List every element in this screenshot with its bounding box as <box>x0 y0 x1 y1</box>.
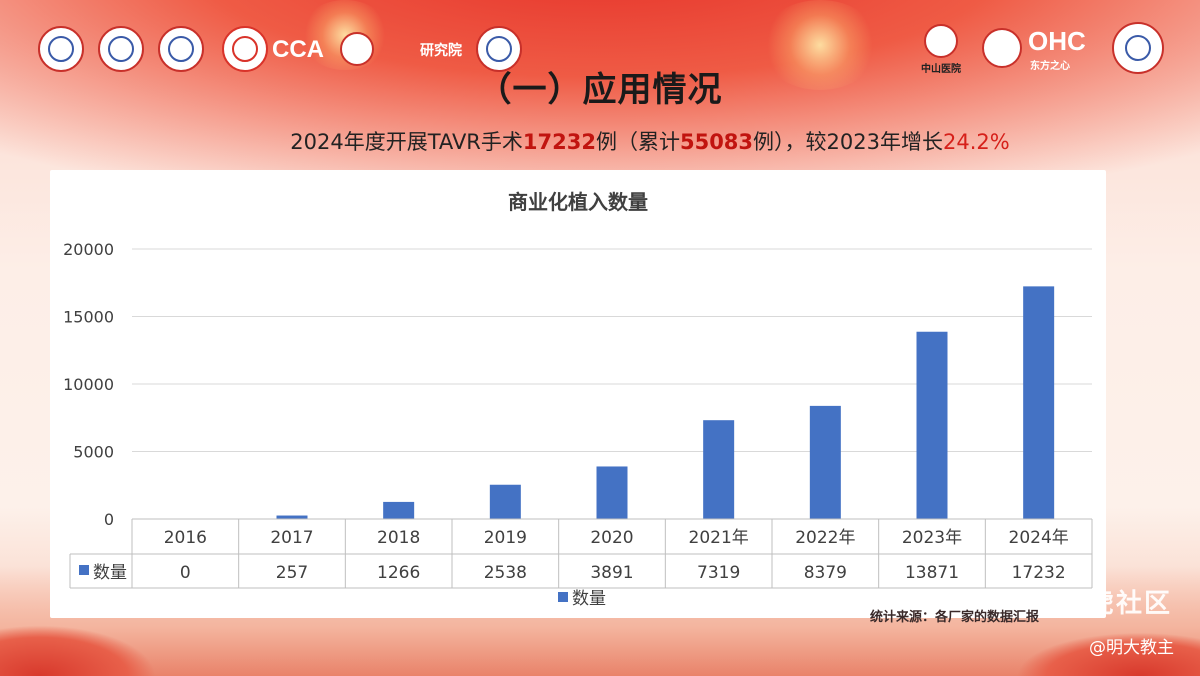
y-tick-label: 0 <box>104 510 114 529</box>
bar <box>383 501 415 519</box>
summary-count: 17232 <box>522 130 596 154</box>
watermark: 老虎社区 <box>1059 589 1172 619</box>
data-table-value: 8379 <box>804 563 847 583</box>
bar <box>276 515 308 519</box>
bar <box>1023 286 1055 519</box>
summary-mid2: 例），较2023年增长 <box>753 130 943 154</box>
society-logo-3 <box>158 26 204 72</box>
x-category-label: 2018 <box>377 528 420 548</box>
legend: 数量 <box>558 589 606 609</box>
x-category-label: 2021年 <box>689 528 749 548</box>
legend-label: 数量 <box>572 589 606 609</box>
firework-decoration <box>760 0 880 90</box>
summary-growth: 24.2% <box>942 130 1010 154</box>
data-table: 2016 0 2017 257 2018 1266 2019 2538 2020 3891 2021… <box>69 518 1093 589</box>
data-table-value: 7319 <box>697 563 740 583</box>
x-category-label: 2017 <box>270 528 313 548</box>
y-tick-label: 10000 <box>63 375 114 394</box>
bar <box>489 484 521 519</box>
ohc-logo-subtext: 东方之心 <box>1030 61 1070 72</box>
summary-prefix: 2024年度开展TAVR手术 <box>290 130 523 154</box>
page-title: （一）应用情况 <box>477 70 723 110</box>
table-series-swatch <box>79 565 89 575</box>
credit: @明大教主 <box>1089 638 1174 658</box>
institute-logo-text: 研究院 <box>420 42 462 58</box>
x-category-label: 2020 <box>590 528 633 548</box>
y-tick-label: 20000 <box>63 240 114 259</box>
summary-cumulative: 55083 <box>679 130 754 154</box>
table-series-name: 数量 <box>93 563 127 583</box>
data-table-value: 3891 <box>590 563 633 583</box>
zhongshan-hospital-logo <box>924 24 958 58</box>
data-table-value: 17232 <box>1012 563 1066 583</box>
summary-mid1: 例（累计 <box>595 130 680 154</box>
data-table-value: 257 <box>276 563 308 583</box>
x-category-label: 2024年 <box>1009 528 1069 548</box>
cca-heart-logo <box>222 26 268 72</box>
y-tick-label: 15000 <box>63 308 114 327</box>
x-category-label: 2016 <box>164 528 207 548</box>
shd-logo <box>1112 22 1164 74</box>
x-category-label: 2023年 <box>902 528 962 548</box>
cca-logo-text: CCA <box>272 36 324 63</box>
y-tick-label: 5000 <box>73 443 114 462</box>
society-logo-1 <box>38 26 84 72</box>
bar <box>596 466 628 519</box>
x-category-label: 2022年 <box>795 528 855 548</box>
data-table-value: 1266 <box>377 563 420 583</box>
bar <box>703 420 735 519</box>
data-table-value: 2538 <box>484 563 527 583</box>
gridlines <box>132 248 1092 452</box>
ohc-heart-logo <box>982 28 1022 68</box>
y-axis-ticks: 0 5000 10000 15000 20000 <box>63 240 114 529</box>
summary-line: 2024年度开展TAVR手术17232例（累计55083例），较2023年增长2… <box>0 126 1200 156</box>
association-logo <box>476 26 522 72</box>
data-table-value: 0 <box>180 563 191 583</box>
x-category-label: 2019 <box>484 528 527 548</box>
bar <box>809 405 841 519</box>
ohc-logo-text: OHC <box>1028 26 1086 56</box>
zhongshan-logo-text: 中山医院 <box>921 64 961 75</box>
cccp-logo <box>98 26 144 72</box>
legend-swatch <box>558 592 568 602</box>
chart-title: 商业化植入数量 <box>508 190 648 214</box>
institute-logo <box>340 32 374 66</box>
bars <box>276 286 1055 519</box>
bar <box>916 331 948 519</box>
source-note: 统计来源：各厂家的数据汇报 <box>870 610 1040 625</box>
data-table-value: 13871 <box>905 563 959 583</box>
